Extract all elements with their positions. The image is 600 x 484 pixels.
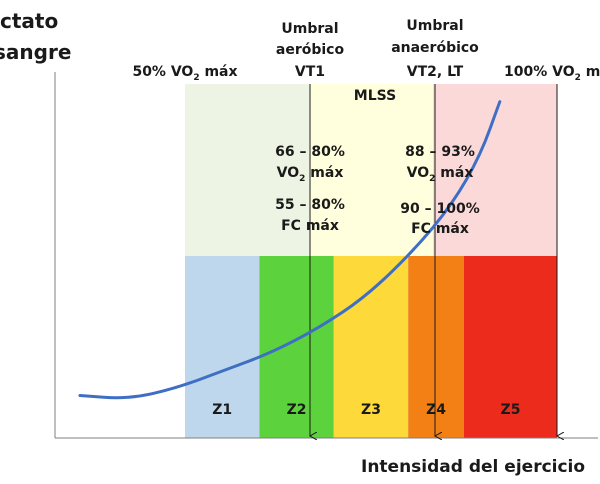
zone-bar-z3 [333,256,409,438]
zone-label-z5: Z5 [501,402,521,418]
vt2-label-line-2: anaeróbico [391,40,479,56]
vt2-vo2-range: 88 – 93% [405,144,475,160]
zone-bar-z2 [259,256,334,438]
y-axis-label-line-1: ctato [0,9,58,33]
vt1-fc-range: 55 – 80% [275,197,345,213]
vt2-fc-range: 90 – 100% [400,201,479,217]
zone-bar-z4 [408,256,464,438]
zone-bar-z5 [464,256,557,438]
vt1-vo2-label: VO2 máx [277,165,344,184]
zone-label-z2: Z2 [287,402,307,418]
vt2-fc-label: FC máx [411,221,469,237]
zone-label-z3: Z3 [361,402,381,418]
y-axis-label-line-2: sangre [0,40,71,64]
vt1-fc-label: FC máx [281,218,339,234]
vt1-label-line-2: aeróbico [276,42,345,58]
region-mlss [309,84,433,256]
zone-label-z4: Z4 [426,402,446,418]
marker-50-vo2-label: 50% VO2 máx [132,64,237,83]
region-light-green [185,84,309,256]
zone-label-z1: Z1 [212,402,232,418]
mlss-label: MLSS [354,88,396,104]
vt2-label-line-1: Umbral [406,18,463,34]
vt1-vo2-range: 66 – 80% [275,144,345,160]
zone-bar-z1 [185,256,260,438]
vt2-vo2-label: VO2 máx [407,165,474,184]
vt1-label-line-3: VT1 [295,64,325,80]
vt2-label-line-3: VT2, LT [407,64,464,80]
lactate-curve [78,100,502,400]
x-axis-label: Intensidad del ejercicio [361,457,585,477]
vt1-label-line-1: Umbral [281,21,338,37]
marker-100-vo2-label: 100% VO2 m [504,64,600,83]
